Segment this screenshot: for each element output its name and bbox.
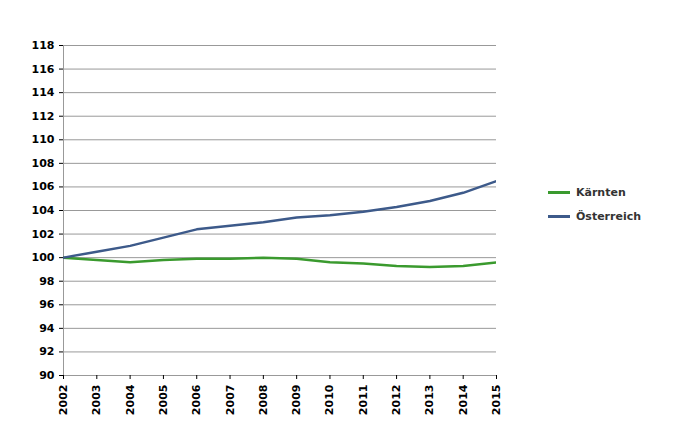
- svg-text:104: 104: [32, 204, 55, 217]
- svg-text:2012: 2012: [390, 385, 403, 416]
- svg-text:2007: 2007: [224, 385, 237, 416]
- svg-text:2006: 2006: [190, 384, 203, 415]
- svg-text:100: 100: [32, 251, 55, 264]
- svg-text:98: 98: [39, 275, 54, 288]
- html-text:Kärnten: Kärnten: [576, 185, 626, 199]
- svg-text:114: 114: [32, 86, 55, 99]
- svg-text:110: 110: [32, 133, 55, 146]
- svg-text:108: 108: [32, 157, 55, 170]
- svg-text:102: 102: [32, 228, 55, 241]
- svg-text:92: 92: [39, 345, 54, 358]
- svg-text:106: 106: [32, 180, 55, 193]
- svg-text:2011: 2011: [357, 385, 370, 416]
- svg-text:96: 96: [39, 298, 55, 311]
- svg-text:94: 94: [39, 322, 55, 335]
- svg-text:112: 112: [32, 110, 55, 123]
- svg-text:2005: 2005: [157, 385, 170, 416]
- svg-text:2009: 2009: [290, 385, 303, 416]
- svg-text:2003: 2003: [90, 385, 103, 416]
- svg-text:2010: 2010: [323, 384, 336, 415]
- svg-text:2015: 2015: [490, 385, 503, 416]
- svg-text:2008: 2008: [257, 385, 270, 416]
- svg-text:90: 90: [39, 369, 55, 382]
- svg-text:2014: 2014: [457, 384, 470, 415]
- svg-text:118: 118: [32, 39, 55, 52]
- svg-text:2013: 2013: [423, 385, 436, 416]
- svg-text:116: 116: [32, 63, 55, 76]
- svg-text:2004: 2004: [124, 384, 137, 415]
- svg-text:2002: 2002: [57, 385, 70, 416]
- html-text:Österreich: Österreich: [576, 209, 642, 223]
